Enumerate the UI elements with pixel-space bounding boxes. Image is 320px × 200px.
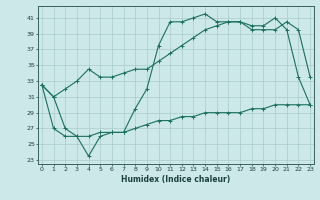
X-axis label: Humidex (Indice chaleur): Humidex (Indice chaleur): [121, 175, 231, 184]
